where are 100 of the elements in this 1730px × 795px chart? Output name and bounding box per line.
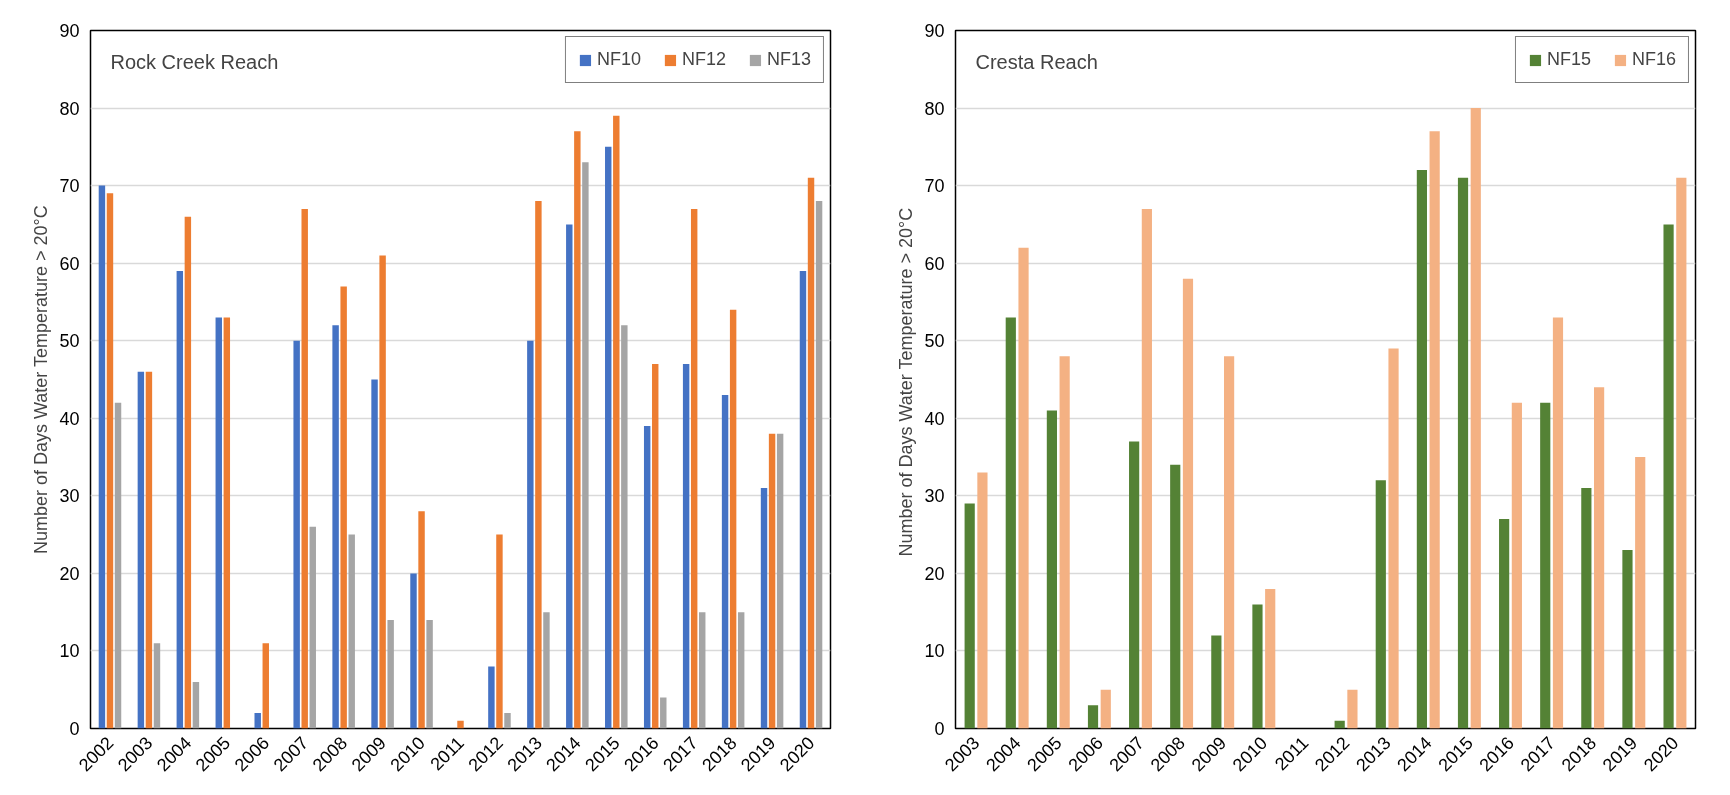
y-tick-label: 20 [924,563,945,584]
bar [387,619,394,729]
y-tick-label: 10 [924,641,945,662]
bar [1141,208,1152,729]
bar [106,193,114,729]
bar [496,534,503,729]
bar [613,115,620,729]
legend-label: NF12 [681,49,726,70]
y-tick-label: 50 [924,331,945,352]
y-tick-label: 20 [59,563,80,584]
bar [643,426,651,729]
bar [1416,170,1427,729]
bar [1429,131,1440,729]
bar [153,643,161,729]
bar [574,131,581,729]
y-tick-label: 60 [924,253,945,274]
bar [114,402,122,729]
bar [690,208,698,729]
bar [1552,317,1564,729]
bar [348,534,355,729]
bar [1457,177,1469,729]
bar [504,712,511,729]
bar [535,201,542,729]
bar [1676,177,1687,729]
y-tick-label: 0 [69,719,80,739]
bar [1059,356,1070,729]
bar [301,208,308,729]
bar [1224,356,1235,729]
text: Rock Creek Reach [110,50,279,73]
bar [543,612,550,729]
bar [1087,705,1099,729]
bar [737,612,745,729]
y-tick-label: 80 [59,98,80,119]
bar [699,612,706,729]
bar [137,371,145,729]
bar [145,371,153,729]
bar [682,363,690,729]
bar [729,309,737,729]
bar [1622,550,1633,729]
bar [815,201,823,729]
bar [621,325,628,729]
y-tick-label: 80 [924,98,945,119]
bar [964,503,975,729]
y-tick-label: 70 [59,176,80,197]
bar [760,488,768,729]
bar [1005,317,1016,729]
bar [1388,348,1399,729]
text: Cresta Reach [975,50,1098,73]
bar [1375,480,1386,729]
bar [223,317,231,729]
y-tick-label: 60 [59,253,80,274]
y-tick-label: 30 [59,486,80,507]
bar [176,270,184,729]
legend-label: NF15 [1546,49,1591,70]
y-tick-label: 50 [59,331,80,352]
bar [254,712,261,729]
y-axis-title: Number of Days Water Temperature > 20°C [896,207,917,557]
bar [1211,635,1222,729]
bar [215,317,222,729]
y-tick-label: 10 [59,641,80,662]
bar [807,177,815,729]
y-tick-label: 90 [59,21,80,41]
bar [1046,410,1057,729]
y-axis-title: Number of Days Water Temperature > 20°C [31,205,52,555]
bar [1129,441,1140,729]
legend-label: NF13 [766,49,811,70]
bar [184,216,192,729]
bar [410,573,417,729]
bar [309,526,316,729]
bar [457,720,464,729]
bar [1100,689,1111,729]
y-tick-label: 40 [924,408,945,429]
bar [1170,464,1181,729]
bar [582,162,589,729]
y-tick-label: 30 [924,486,945,507]
legend-label: NF16 [1631,49,1676,70]
bar [1265,588,1276,729]
bar [768,433,776,729]
bar [426,619,433,729]
bar [488,666,495,729]
bar [293,340,300,729]
bar [721,395,729,729]
bar [98,185,106,729]
bar [1663,224,1674,729]
legend-label: NF10 [596,49,641,70]
bar [340,286,347,729]
bar [1347,689,1358,729]
bar [1470,108,1481,729]
bar [332,325,339,729]
bar [566,224,573,729]
bar [262,643,269,729]
bar [1252,604,1263,729]
bar [605,146,612,729]
bar [371,379,378,729]
bar [652,363,659,729]
bar [660,697,667,729]
bar [776,433,784,729]
y-tick-label: 70 [924,176,945,197]
bar [1540,402,1551,729]
bar [1018,247,1029,729]
